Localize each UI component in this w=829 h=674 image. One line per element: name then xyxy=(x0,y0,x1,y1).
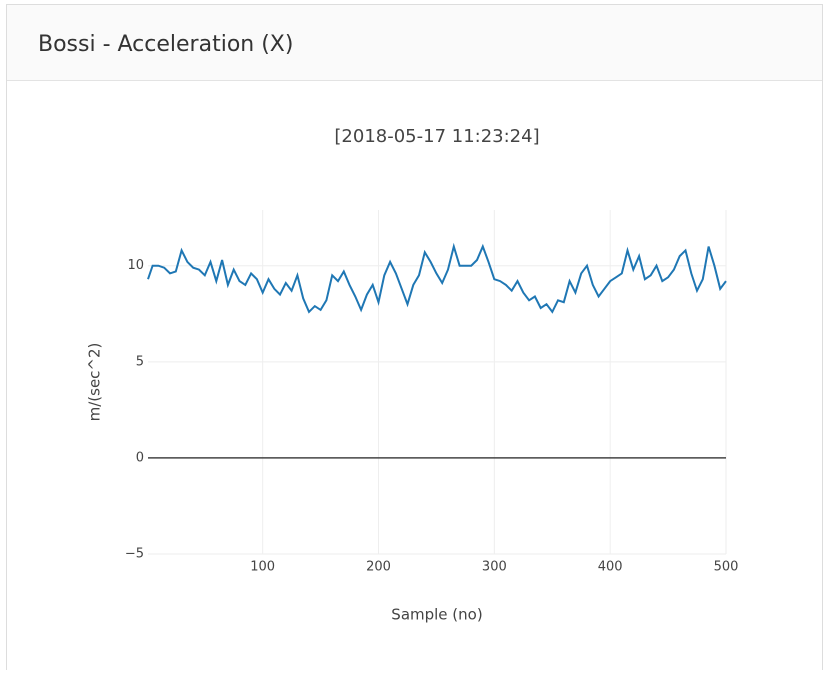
y-tick-label: 5 xyxy=(136,354,144,369)
x-tick-label: 500 xyxy=(714,560,739,575)
data-line xyxy=(147,242,727,314)
card xyxy=(6,4,823,674)
x-tick-label: 200 xyxy=(366,560,391,575)
x-tick-label: 400 xyxy=(598,560,623,575)
chart-title: [2018-05-17 11:23:24] xyxy=(334,126,539,147)
x-axis-label: Sample (no) xyxy=(391,606,482,624)
card-title: Bossi - Acceleration (X) xyxy=(38,32,293,57)
x-tick-label: 300 xyxy=(482,560,507,575)
y-tick-label: 10 xyxy=(127,258,144,273)
y-tick-label: −5 xyxy=(125,547,144,562)
y-tick-label: 0 xyxy=(136,450,144,465)
x-tick-label: 100 xyxy=(250,560,275,575)
card-header xyxy=(7,5,822,80)
y-axis-label: m/(sec^2) xyxy=(86,343,104,422)
